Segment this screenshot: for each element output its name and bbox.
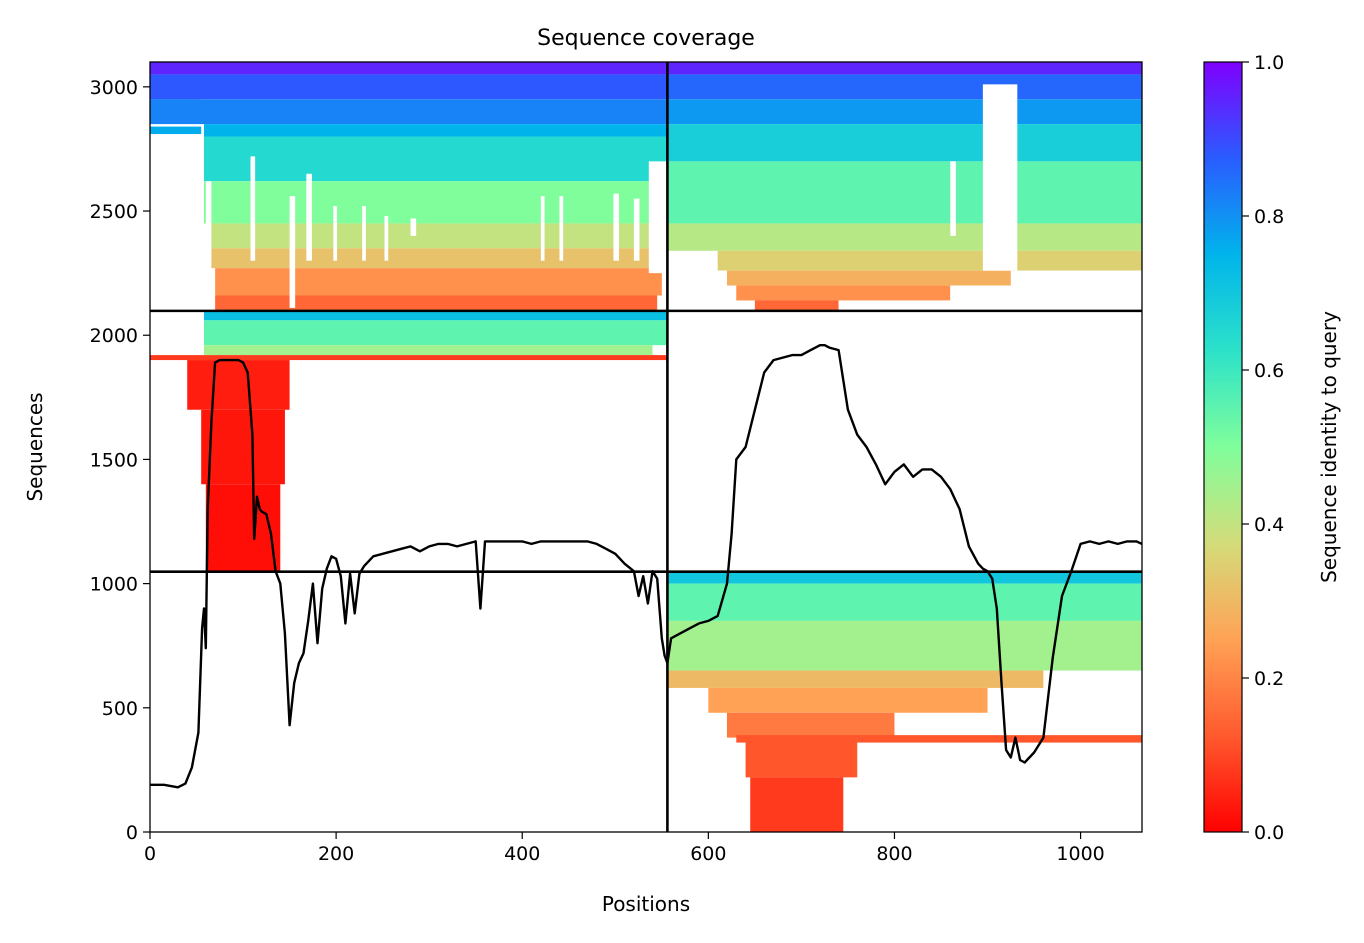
y-tick-label: 500	[102, 698, 138, 720]
colorbar-gradient	[1203, 61, 1243, 833]
x-tick-label: 1000	[1056, 843, 1104, 865]
y-tick-label: 1500	[90, 449, 138, 471]
colorbar-tick-label: 0.0	[1254, 822, 1284, 844]
colorbar-tick-label: 0.2	[1254, 668, 1284, 690]
chart-title: Sequence coverage	[537, 26, 755, 51]
coverage-block	[203, 310, 668, 321]
y-axis-ticks: 0 500 1000 1500 2000 2500 3000	[90, 77, 150, 844]
y-tick-label: 1000	[90, 574, 138, 596]
coverage-block	[736, 735, 1142, 743]
coverage-block	[201, 409, 285, 485]
coverage-block	[150, 126, 202, 135]
x-tick-label: 600	[690, 843, 726, 865]
coverage-block	[150, 355, 668, 361]
coverage-gap	[306, 173, 312, 261]
coverage-block	[203, 124, 668, 137]
x-axis-label: Positions	[602, 892, 690, 916]
coverage-block	[187, 360, 290, 410]
coverage-block	[203, 320, 668, 346]
coverage-block	[750, 777, 844, 832]
coverage-gap	[982, 84, 1018, 271]
coverage-block	[150, 62, 668, 75]
coverage-block	[210, 223, 668, 249]
colorbar-ticks: 0.0 0.2 0.4 0.6 0.8 1.0	[1242, 52, 1284, 844]
coverage-line	[150, 344, 1142, 789]
coverage-block	[667, 670, 1044, 688]
coverage-block	[745, 737, 858, 778]
coverage-block	[667, 62, 1142, 75]
x-tick-label: 0	[144, 843, 156, 865]
coverage-block	[203, 345, 653, 356]
y-tick-label: 2500	[90, 201, 138, 223]
colorbar: 0.0 0.2 0.4 0.6 0.8 1.0 Sequence identity to …	[1203, 52, 1341, 844]
coverage-block	[667, 571, 1142, 584]
coverage-gap	[950, 285, 1018, 301]
coverage-block	[726, 270, 1011, 286]
y-tick-label: 3000	[90, 77, 138, 99]
coverage-gap	[950, 161, 956, 236]
coverage-block	[150, 99, 668, 125]
coverage-block	[726, 712, 895, 738]
coverage-block	[667, 223, 1142, 251]
coverage-block	[667, 620, 1142, 671]
coverage-block	[210, 248, 668, 269]
coverage-block	[667, 99, 1142, 125]
coverage-block	[203, 136, 668, 182]
colorbar-tick-label: 0.4	[1254, 514, 1284, 536]
plot-area	[150, 62, 1142, 832]
colorbar-tick-label: 0.6	[1254, 360, 1284, 382]
colorbar-tick-label: 1.0	[1254, 52, 1284, 74]
coverage-block	[667, 583, 1142, 621]
coverage-block	[150, 74, 668, 100]
y-tick-label: 0	[126, 822, 138, 844]
coverage-block	[717, 250, 1142, 271]
coverage-gap	[540, 196, 545, 261]
coverage-block	[203, 181, 668, 224]
coverage-gap	[205, 181, 212, 311]
coverage-block	[215, 268, 662, 296]
coverage-gap	[613, 193, 620, 261]
plot-frame	[149, 61, 1143, 833]
coverage-gap	[667, 270, 727, 311]
coverage-gap	[648, 161, 668, 274]
coverage-gap	[384, 216, 389, 261]
coverage-gap	[289, 196, 296, 308]
colorbar-label: Sequence identity to query	[1317, 311, 1341, 583]
coverage-gap	[838, 300, 1142, 311]
coverage-gaps	[205, 84, 1142, 311]
coverage-block	[667, 74, 1142, 100]
y-axis-label: Sequences	[23, 392, 47, 501]
coverage-block	[215, 295, 658, 311]
coverage-block	[205, 484, 281, 572]
coverage-block	[754, 300, 839, 311]
domain-dividers	[150, 62, 1142, 832]
coverage-gap	[362, 206, 366, 261]
x-tick-label: 200	[318, 843, 354, 865]
coverage-block	[150, 99, 202, 117]
coverage-gap	[633, 198, 640, 261]
coverage-gap	[250, 156, 256, 261]
x-tick-label: 800	[876, 843, 912, 865]
coverage-block	[708, 687, 988, 713]
x-tick-label: 400	[504, 843, 540, 865]
coverage-gap	[559, 196, 564, 261]
coverage-block	[736, 285, 951, 301]
coverage-block	[667, 124, 1142, 162]
coverage-block	[667, 161, 1142, 224]
coverage-gap	[333, 206, 338, 261]
coverage-gap	[410, 218, 417, 236]
y-tick-label: 2000	[90, 325, 138, 347]
x-axis-ticks: 0 200 400 600 800 1000	[144, 832, 1105, 865]
colorbar-tick-label: 0.8	[1254, 206, 1284, 228]
